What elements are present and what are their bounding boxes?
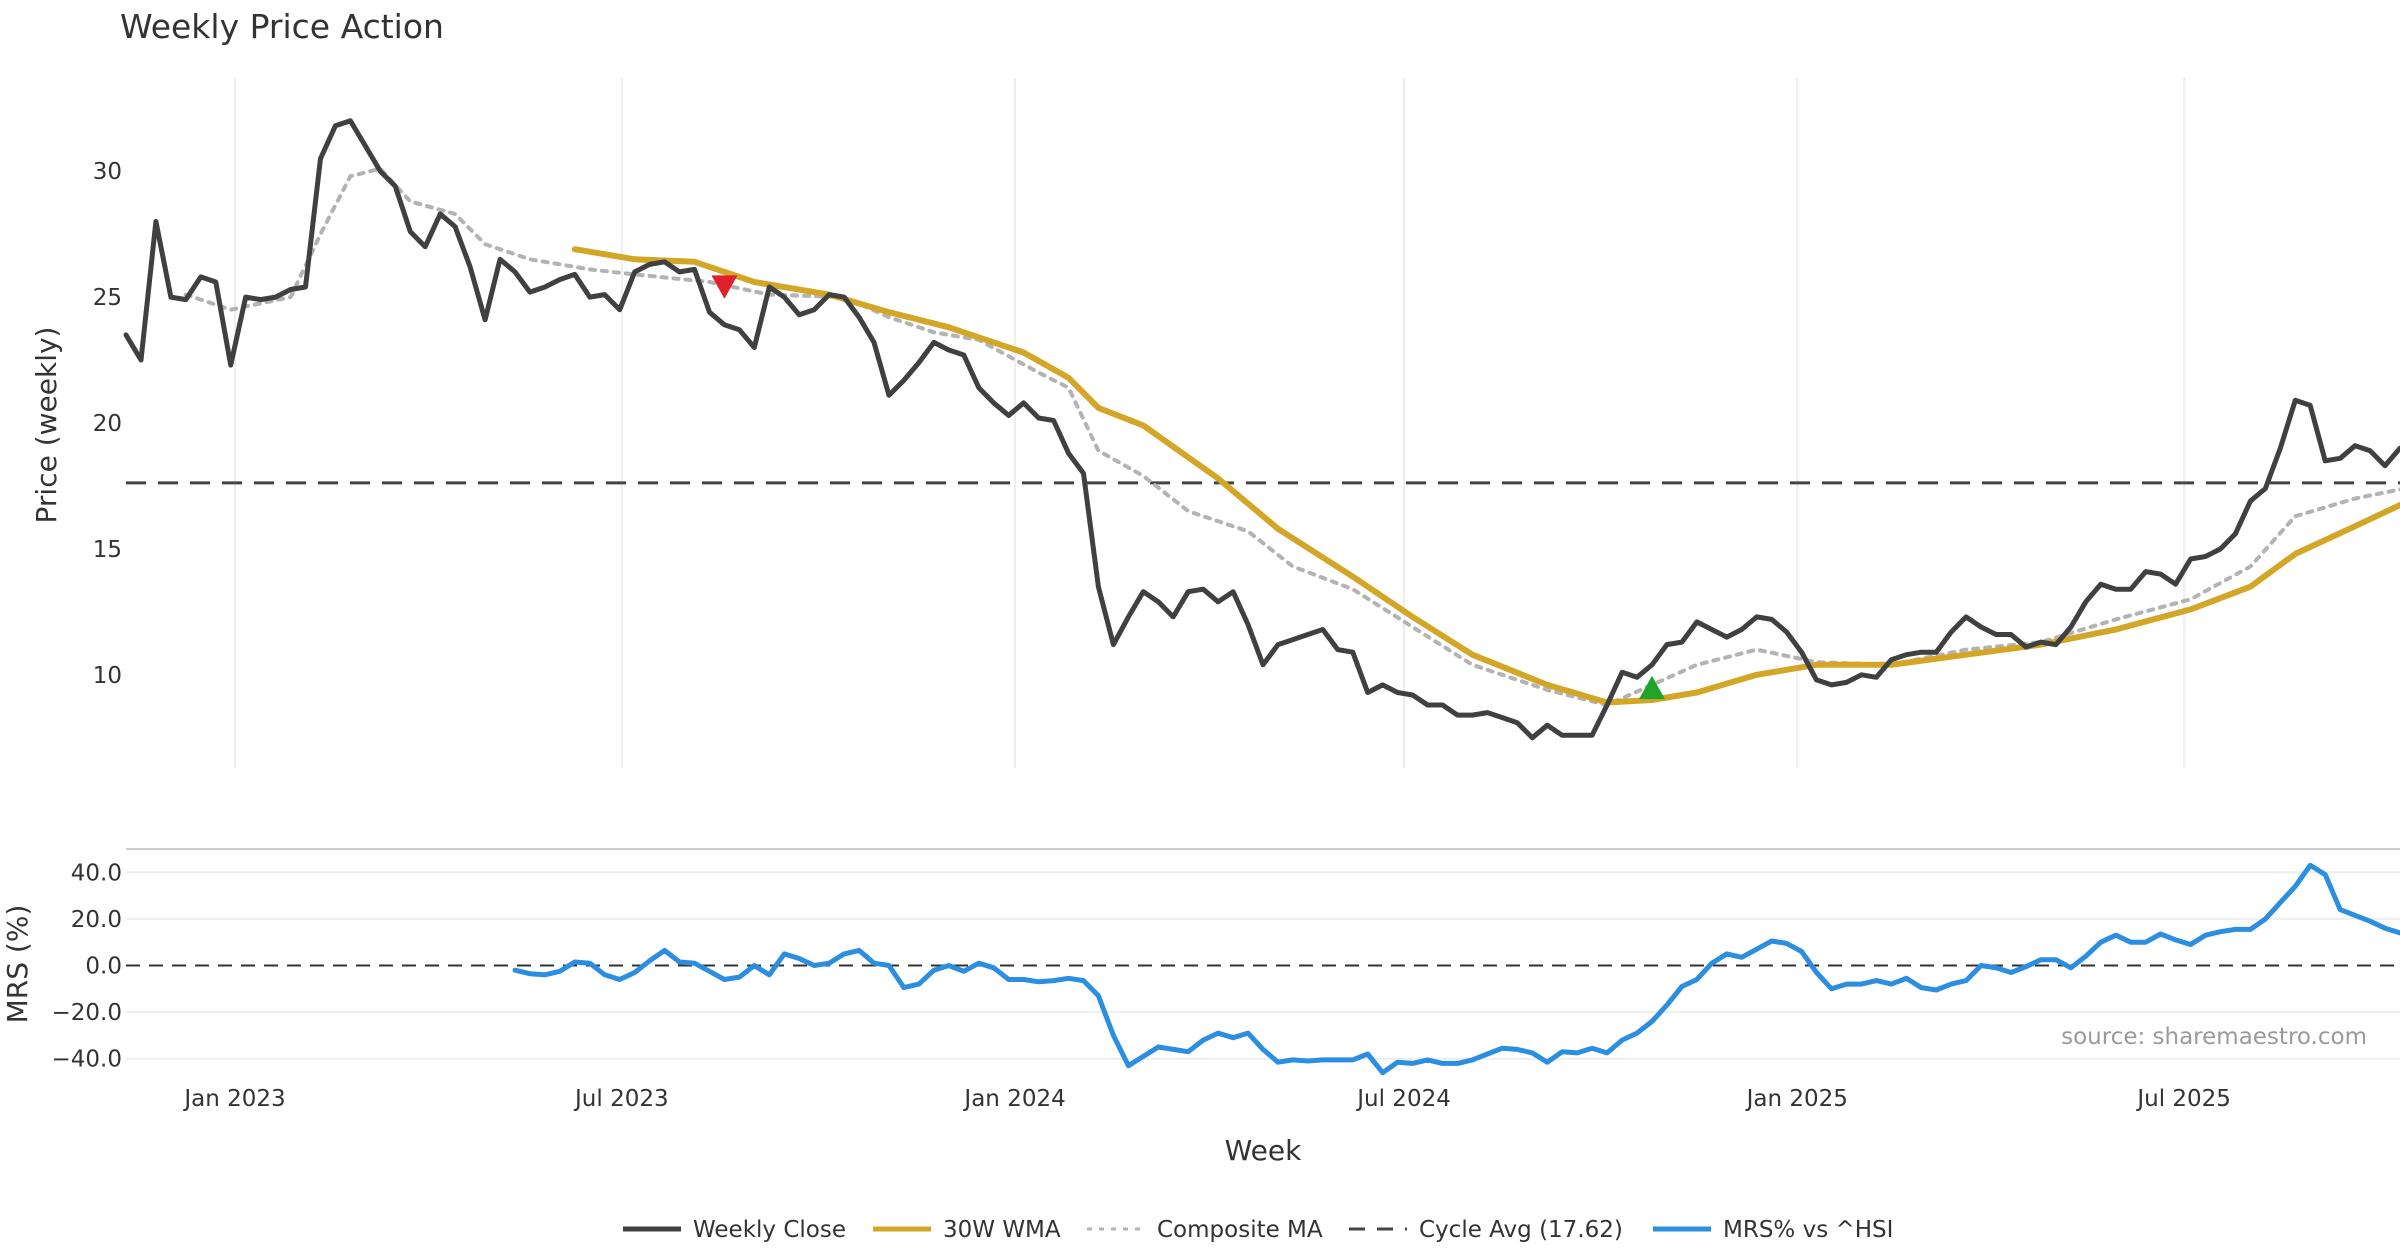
- mrs-ytick-2: 0.0: [85, 954, 122, 980]
- price-y-axis-label: Price (weekly): [30, 327, 63, 524]
- mrs-points: [514, 865, 2400, 1073]
- mrs-ytick-0: −40.0: [52, 1047, 122, 1073]
- legend-label-4: MRS% vs ^HSI: [1723, 1217, 1893, 1243]
- price-ytick-15: 15: [93, 537, 122, 563]
- legend-label-2: Composite MA: [1157, 1217, 1323, 1243]
- x-tick-label: Jul 2023: [573, 1086, 669, 1112]
- price-gridlines: [233, 78, 2186, 768]
- mrs-ytick-3: 20.0: [71, 907, 122, 933]
- sell-signal-marker: [711, 275, 738, 299]
- mrs-ytick-4: 40.0: [71, 860, 122, 886]
- price-y-axis-ticks: 10 15 20 25 30: [93, 159, 122, 689]
- x-tick-label: Jan 2023: [182, 1086, 285, 1112]
- legend-label-0: Weekly Close: [693, 1217, 846, 1243]
- x-tick-label: Jul 2024: [1355, 1086, 1451, 1112]
- series-weekly-close-line: [123, 118, 2400, 741]
- series-composite-ma-line: [183, 166, 2400, 707]
- buy-signal-marker: [1638, 675, 1665, 700]
- mrs-gridlines: [126, 871, 2400, 1060]
- x-axis-ticks: Jan 2023 Jul 2023 Jan 2024 Jul 2024 Jan 2025…: [182, 1086, 2231, 1112]
- legend-label-3: Cycle Avg (17.62): [1419, 1217, 1623, 1243]
- series-2-points: [185, 168, 2356, 706]
- x-tick-label: Jan 2025: [1745, 1086, 1848, 1112]
- mrs-series-group: [512, 862, 2400, 1076]
- mrs-y-axis-ticks: −40.0 −20.0 0.0 20.0 40.0: [52, 860, 122, 1072]
- price-series-group: [123, 118, 2400, 741]
- legend: Weekly Close 30W WMA Composite MA Cycle Avg…: [623, 1217, 1893, 1243]
- x-tick-label: Jan 2024: [962, 1086, 1065, 1112]
- price-ytick-10: 10: [93, 663, 122, 689]
- price-ytick-30: 30: [93, 159, 122, 185]
- series-30w-wma-line: [571, 246, 2400, 706]
- series-1-points: [574, 249, 2356, 703]
- signal-markers: [711, 275, 1665, 700]
- price-ytick-20: 20: [93, 411, 122, 437]
- x-tick-label: Jul 2025: [2135, 1086, 2231, 1112]
- mrs-ytick-1: −20.0: [52, 1000, 122, 1026]
- price-ytick-25: 25: [93, 285, 122, 311]
- mrs-y-axis-label: MRS (%): [1, 905, 34, 1024]
- source-watermark: source: sharemaestro.com: [2061, 1024, 2367, 1050]
- chart-title: Weekly Price Action: [120, 7, 444, 46]
- x-axis-label: Week: [1225, 1134, 1302, 1167]
- series-0-points: [125, 120, 2400, 738]
- legend-label-1: 30W WMA: [943, 1217, 1061, 1243]
